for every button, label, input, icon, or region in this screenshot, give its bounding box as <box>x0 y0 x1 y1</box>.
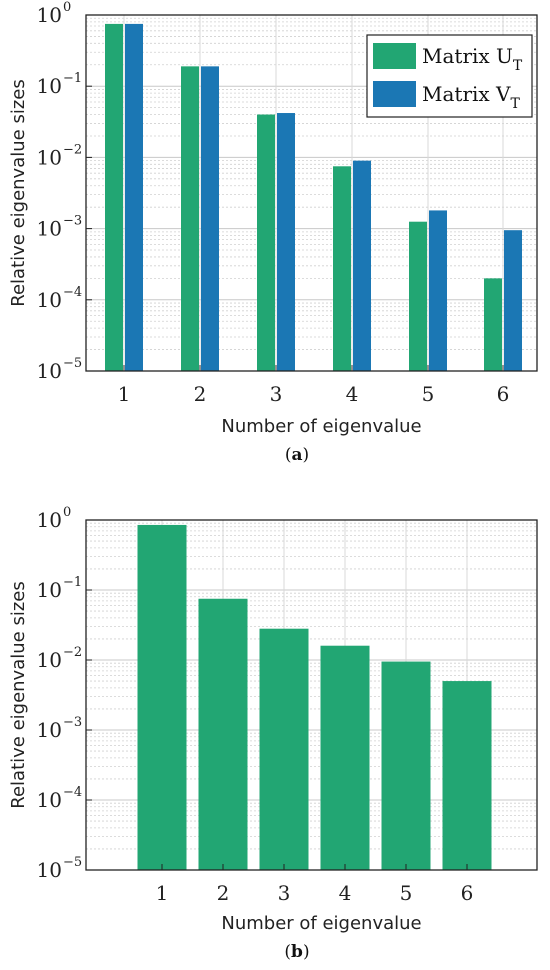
legend-swatch <box>373 43 416 69</box>
bar-series1-cat1 <box>105 23 123 372</box>
y-tick-label: 10 <box>37 217 62 241</box>
panel-caption: (b) <box>284 942 309 962</box>
x-tick-label: 1 <box>156 881 169 905</box>
bar-series1-cat2 <box>181 66 199 371</box>
legend-entry-label: Matrix VT <box>422 82 520 112</box>
y-tick-exponent: −4 <box>63 285 82 300</box>
bar-series1-cat6 <box>442 681 492 870</box>
plot-frame <box>85 14 538 372</box>
panel-caption: (a) <box>285 445 309 465</box>
bar-series2-cat6 <box>504 230 522 371</box>
x-tick-label: 6 <box>461 881 474 905</box>
x-tick-label: 3 <box>270 382 283 406</box>
bar-series1-cat6 <box>484 278 502 371</box>
x-tick-label: 4 <box>346 382 359 406</box>
y-tick-label: 10 <box>37 288 62 312</box>
bar-series1-cat2 <box>198 598 248 870</box>
y-tick-exponent: −5 <box>63 855 82 870</box>
x-tick-label: 5 <box>400 881 413 905</box>
x-axis-label: Number of eigenvalue <box>221 913 421 934</box>
bar-series2-cat4 <box>353 160 371 371</box>
y-tick-label: 10 <box>37 718 62 742</box>
legend-swatch <box>373 81 416 107</box>
y-tick-exponent: 0 <box>63 0 71 15</box>
y-tick-exponent: −3 <box>63 715 82 730</box>
y-axis-label: Relative eigenvalue sizes <box>8 581 29 808</box>
bar-series1-cat3 <box>257 114 275 371</box>
x-axis-label: Number of eigenvalue <box>221 416 421 437</box>
bar-series2-cat5 <box>429 210 447 371</box>
plot-frame <box>85 519 538 871</box>
y-tick-exponent: −1 <box>63 575 82 590</box>
x-tick-label: 3 <box>278 881 291 905</box>
bar-series1-cat5 <box>409 221 427 371</box>
y-tick-exponent: −3 <box>63 214 82 229</box>
x-tick-label: 2 <box>194 382 207 406</box>
bar-series1-cat4 <box>320 645 370 870</box>
y-tick-label: 10 <box>37 359 62 383</box>
x-tick-label: 1 <box>118 382 131 406</box>
bar-series1-cat1 <box>137 524 187 870</box>
y-tick-exponent: 0 <box>63 505 71 520</box>
legend-entry-label: Matrix UT <box>422 44 523 74</box>
y-tick-label: 10 <box>37 788 62 812</box>
y-axis-label: Relative eigenvalue sizes <box>8 79 29 306</box>
bar-series2-cat2 <box>201 66 219 371</box>
y-tick-label: 10 <box>37 858 62 882</box>
y-tick-exponent: −5 <box>63 356 82 371</box>
bar-series2-cat3 <box>277 113 295 371</box>
y-tick-exponent: −1 <box>63 71 82 86</box>
x-tick-label: 6 <box>497 382 510 406</box>
y-tick-exponent: −2 <box>63 142 82 157</box>
y-tick-exponent: −4 <box>63 785 82 800</box>
y-tick-label: 10 <box>37 3 62 27</box>
bar-series1-cat5 <box>381 661 431 870</box>
bar-series2-cat1 <box>125 23 143 372</box>
y-tick-label: 10 <box>37 578 62 602</box>
x-tick-label: 4 <box>339 881 352 905</box>
legend: Matrix UT Matrix VT <box>366 34 533 118</box>
y-tick-label: 10 <box>37 648 62 672</box>
y-tick-label: 10 <box>37 74 62 98</box>
bar-series1-cat3 <box>259 628 309 870</box>
x-tick-label: 5 <box>422 382 435 406</box>
y-tick-label: 10 <box>37 508 62 532</box>
bar-series1-cat4 <box>333 166 351 371</box>
y-tick-label: 10 <box>37 145 62 169</box>
x-tick-label: 2 <box>217 881 230 905</box>
y-tick-exponent: −2 <box>63 645 82 660</box>
